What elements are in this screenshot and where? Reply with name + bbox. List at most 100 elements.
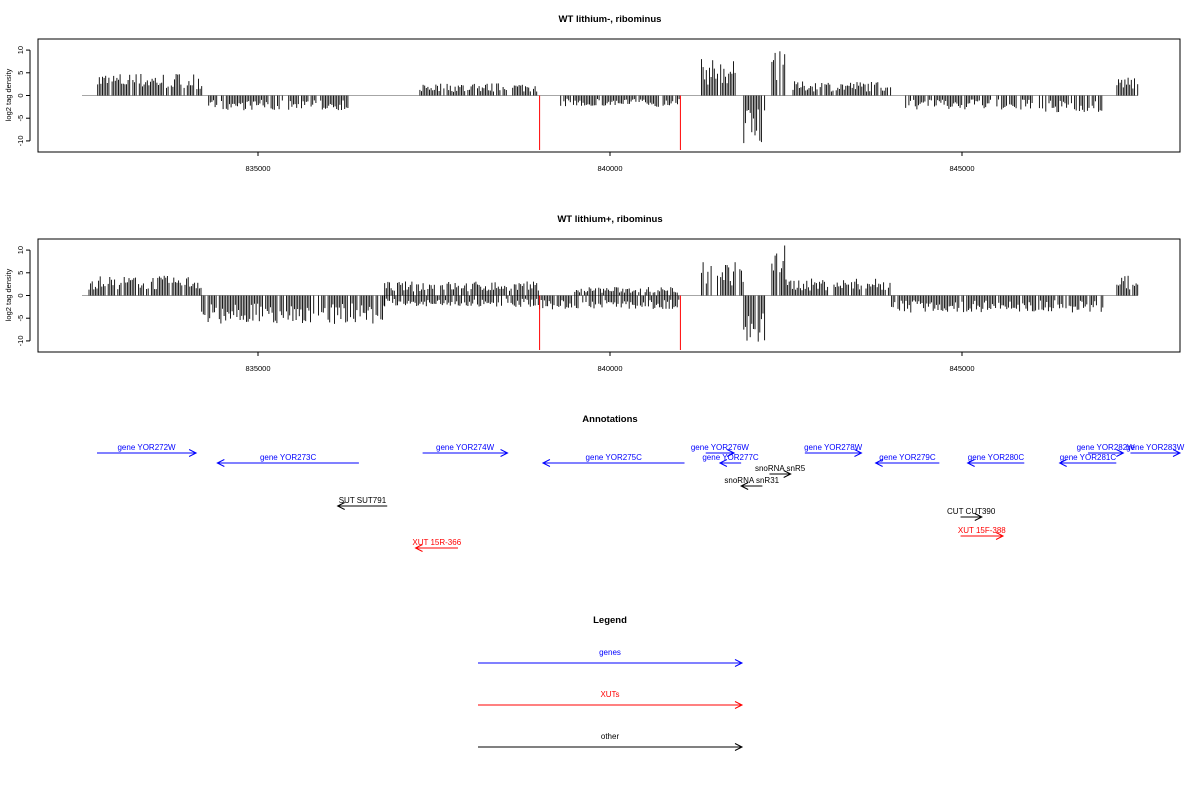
feature-arrow: snoRNA snR5 <box>755 464 806 478</box>
arrow-head <box>718 459 728 467</box>
arrow-head <box>966 459 975 467</box>
legend-title: Legend <box>593 615 627 626</box>
x-tick-label: 835000 <box>245 364 270 373</box>
feature-label: gene YOR275C <box>586 453 643 462</box>
feature-label: gene YOR283W <box>1126 443 1185 452</box>
feature-arrow: gene YOR275C <box>541 453 685 467</box>
feature-label: CUT CUT390 <box>947 507 996 516</box>
feature-arrow: snoRNA snR31 <box>724 476 780 490</box>
arrow-head <box>734 659 744 667</box>
feature-arrow: SUT SUT791 <box>336 496 388 510</box>
arrow-head <box>188 449 198 457</box>
legend-items: genes XUTs other <box>478 648 744 751</box>
feature-label: gene YOR274W <box>436 443 495 452</box>
y-tick-label: 0 <box>16 293 25 297</box>
feature-arrow: gene YOR273C <box>216 453 359 467</box>
panel-1-frame <box>37 38 1181 153</box>
panel-1-ylabel: log2 tag density <box>4 68 13 121</box>
arrow-head <box>854 449 863 457</box>
y-tick-label: 5 <box>16 71 25 75</box>
feature-label: gene YOR277C <box>702 453 759 462</box>
panel-2-title: WT lithium+, ribominus <box>557 214 662 225</box>
panel-2-bars <box>82 245 1139 342</box>
arrow-head <box>336 502 345 510</box>
annotation-features: gene YOR272W gene YOR273C gene YOR274W gene… <box>97 443 1185 552</box>
feature-arrow: XUT 15F-388 <box>958 526 1006 540</box>
arrow-head <box>874 459 883 467</box>
feature-arrow: gene YOR278W <box>804 443 863 457</box>
x-tick-label: 835000 <box>245 164 270 173</box>
feature-label: XUT 15F-388 <box>958 526 1006 535</box>
feature-arrow: gene YOR277C <box>702 453 759 467</box>
y-tick-label: 0 <box>16 93 25 97</box>
legend-arrow: XUTs <box>478 690 744 709</box>
arrow-head <box>414 544 423 552</box>
legend-arrow: other <box>478 732 744 751</box>
feature-label: XUT 15R-366 <box>412 538 461 547</box>
arrow-head <box>1116 449 1125 457</box>
feature-label: gene YOR272W <box>117 443 176 452</box>
panel-1-title: WT lithium-, ribominus <box>559 14 662 25</box>
arrow-head <box>1058 459 1067 467</box>
legend-label: genes <box>599 648 621 657</box>
feature-arrow: gene YOR276W <box>691 443 750 457</box>
arrow-head <box>974 513 983 521</box>
feature-arrow: gene YOR279C <box>874 453 940 467</box>
feature-arrow: gene YOR283W <box>1126 443 1185 457</box>
legend-label: XUTs <box>600 690 619 699</box>
y-tick-label: -5 <box>16 315 25 322</box>
arrow-head <box>740 482 749 490</box>
feature-label: SUT SUT791 <box>339 496 387 505</box>
y-tick-label: 10 <box>16 246 25 254</box>
arrow-head <box>726 449 736 457</box>
panel-lithium-minus: WT lithium-, ribominus log2 tag density … <box>4 14 1181 173</box>
panel-1-bars <box>82 51 1139 144</box>
arrow-head <box>734 743 744 751</box>
annotations-title: Annotations <box>582 414 637 425</box>
arrow-head <box>500 449 509 457</box>
panel-2-frame <box>37 238 1181 353</box>
legend-label: other <box>601 732 620 741</box>
arrow-head <box>541 459 551 467</box>
feature-label: snoRNA snR31 <box>724 476 779 485</box>
arrow-head <box>783 470 792 478</box>
feature-arrow: gene YOR281C <box>1058 453 1117 467</box>
panel-2-axes: 10 5 0 -5 -10 835000 840000 845000 <box>16 246 975 373</box>
feature-label: snoRNA snR5 <box>755 464 806 473</box>
arrow-head <box>216 459 225 467</box>
panel-lithium-plus: WT lithium+, ribominus log2 tag density … <box>4 214 1181 373</box>
x-tick-label: 840000 <box>597 164 622 173</box>
legend: Legend genes XUTs other <box>478 615 744 751</box>
feature-arrow: XUT 15R-366 <box>412 538 462 552</box>
panel-1-axes: 10 5 0 -5 -10 835000 840000 845000 <box>16 46 975 173</box>
feature-label: gene YOR279C <box>879 453 936 462</box>
y-tick-label: -5 <box>16 115 25 122</box>
arrow-head <box>1172 449 1182 457</box>
feature-arrow: gene YOR272W <box>97 443 198 457</box>
feature-label: gene YOR282W <box>1077 443 1136 452</box>
feature-arrow: CUT CUT390 <box>947 507 996 521</box>
panel-2-marks <box>539 295 681 350</box>
x-tick-label: 845000 <box>949 364 974 373</box>
feature-arrow: gene YOR280C <box>966 453 1025 467</box>
x-tick-label: 840000 <box>597 364 622 373</box>
feature-arrow: gene YOR274W <box>422 443 509 457</box>
feature-arrow: gene YOR282W <box>1077 443 1136 457</box>
feature-label: gene YOR281C <box>1060 453 1117 462</box>
y-tick-label: 5 <box>16 271 25 275</box>
feature-label: gene YOR276W <box>691 443 750 452</box>
x-tick-label: 845000 <box>949 164 974 173</box>
y-tick-label: -10 <box>16 135 25 146</box>
y-tick-label: -10 <box>16 335 25 346</box>
panel-2-ylabel: log2 tag density <box>4 268 13 321</box>
panel-1-marks <box>539 95 681 150</box>
y-tick-label: 10 <box>16 46 25 54</box>
feature-label: gene YOR280C <box>968 453 1025 462</box>
arrow-head <box>734 701 744 709</box>
feature-label: gene YOR273C <box>260 453 317 462</box>
arrow-head <box>995 532 1005 540</box>
feature-label: gene YOR278W <box>804 443 863 452</box>
legend-arrow: genes <box>478 648 744 667</box>
